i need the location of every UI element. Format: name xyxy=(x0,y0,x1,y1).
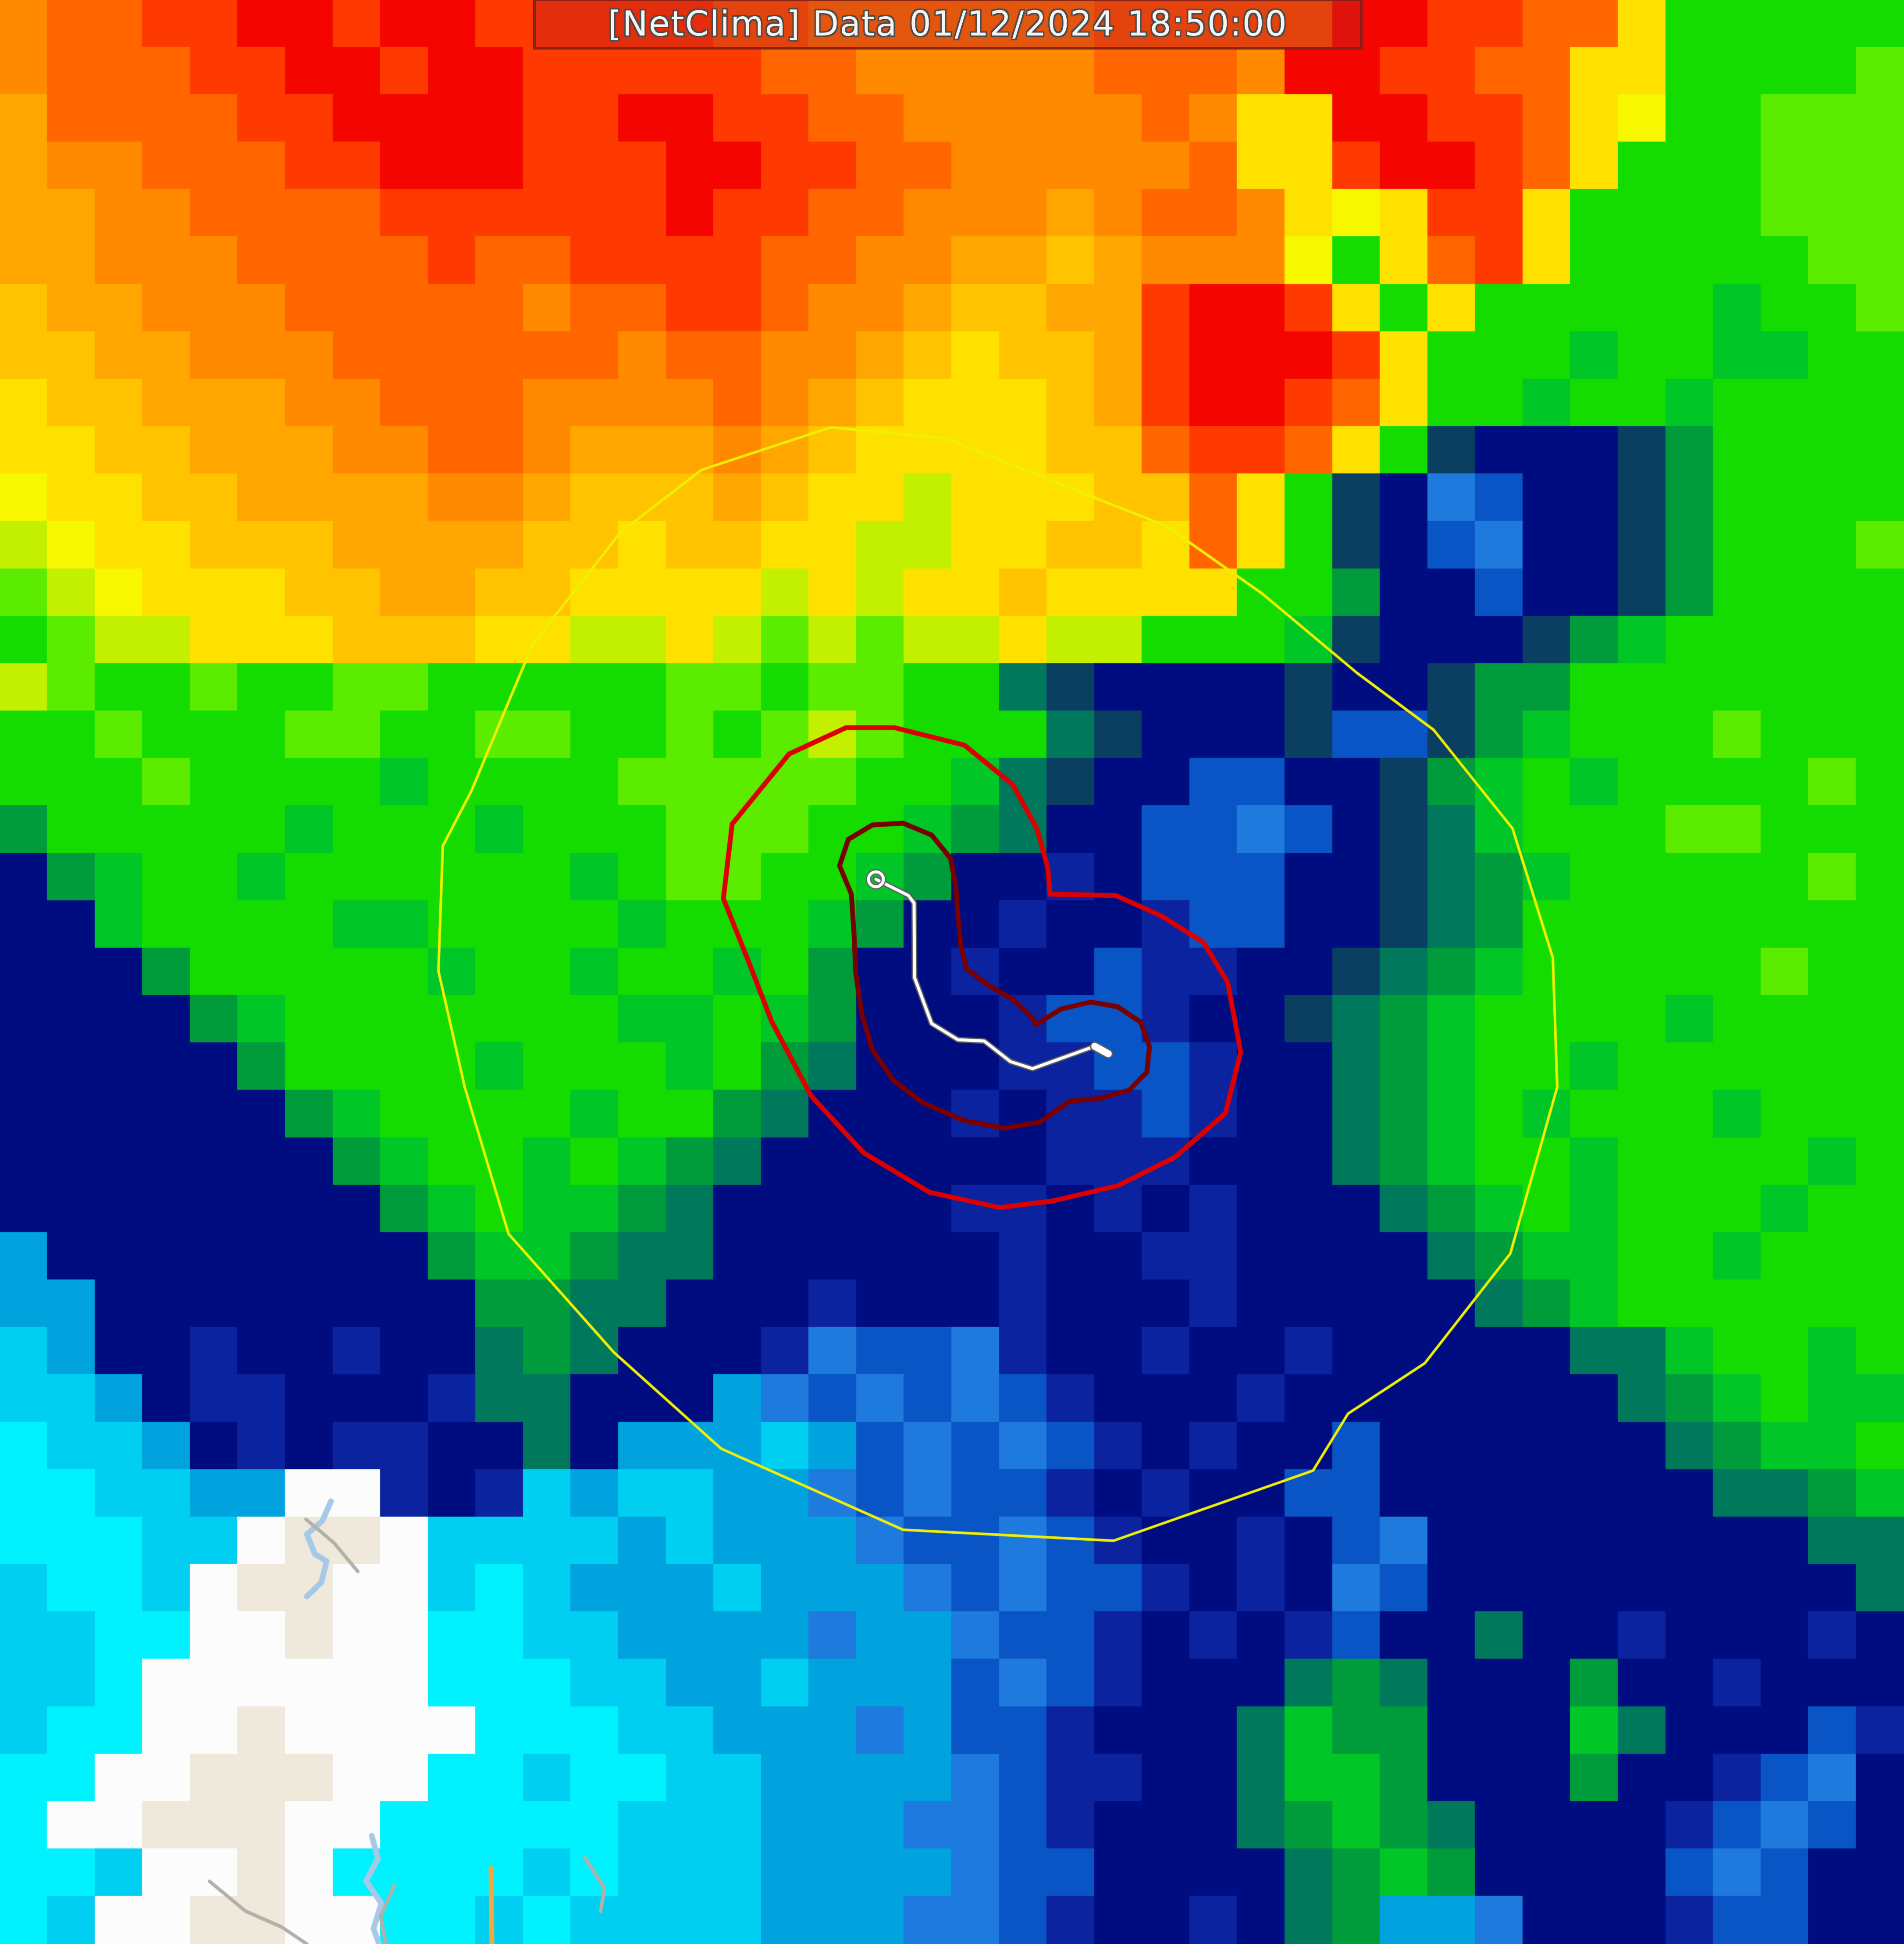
map-title-overlay: [NetClima] Data 01/12/2024 18:50:00 xyxy=(533,0,1363,50)
map-title-text: [NetClima] Data 01/12/2024 18:50:00 xyxy=(608,4,1288,44)
